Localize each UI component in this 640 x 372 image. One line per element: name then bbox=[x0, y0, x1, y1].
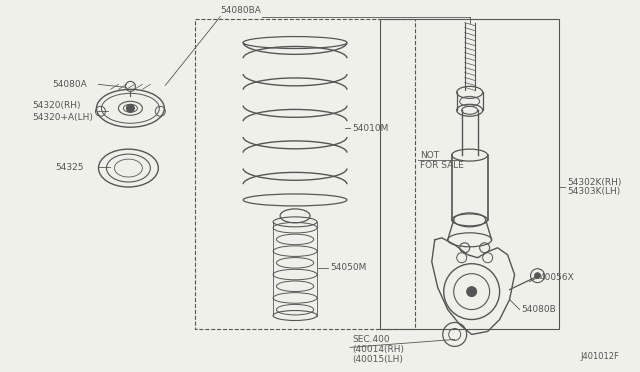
Text: SEC.400: SEC.400 bbox=[352, 335, 390, 344]
Text: 54325: 54325 bbox=[56, 163, 84, 171]
Text: 54080BA: 54080BA bbox=[220, 6, 261, 15]
Text: 54050M: 54050M bbox=[330, 263, 366, 272]
Text: 54080A: 54080A bbox=[52, 80, 87, 89]
Text: 40056X: 40056X bbox=[540, 273, 574, 282]
Text: 54303K(LH): 54303K(LH) bbox=[568, 187, 621, 196]
Text: FOR SALE: FOR SALE bbox=[420, 161, 463, 170]
Text: (40014(RH): (40014(RH) bbox=[352, 345, 404, 354]
Text: (40015(LH): (40015(LH) bbox=[352, 355, 403, 364]
Circle shape bbox=[467, 286, 477, 296]
Bar bbox=[380, 19, 559, 330]
Text: 54010M: 54010M bbox=[352, 124, 388, 133]
Text: 54320+A(LH): 54320+A(LH) bbox=[33, 113, 93, 122]
Circle shape bbox=[534, 273, 541, 279]
Text: 54320(RH): 54320(RH) bbox=[33, 101, 81, 110]
Text: J401012F: J401012F bbox=[580, 352, 620, 361]
Text: 54080B: 54080B bbox=[522, 305, 556, 314]
Text: 54302K(RH): 54302K(RH) bbox=[568, 177, 622, 186]
Circle shape bbox=[127, 104, 134, 112]
Bar bbox=[195, 19, 415, 330]
Text: NOT: NOT bbox=[420, 151, 439, 160]
